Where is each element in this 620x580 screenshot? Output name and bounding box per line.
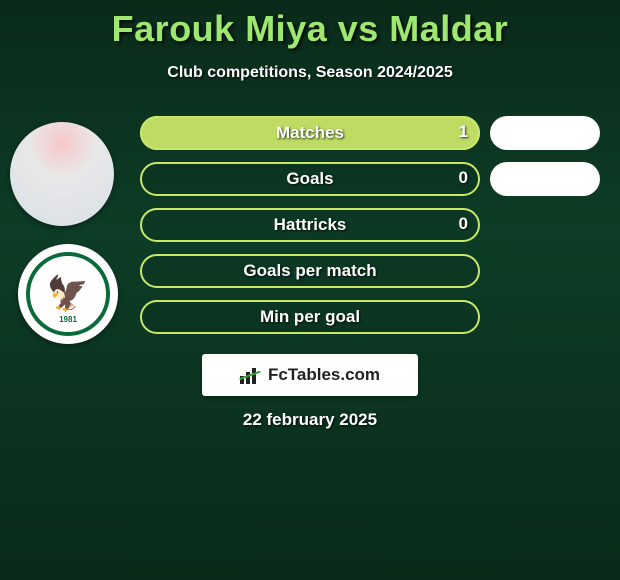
stat-label: Hattricks bbox=[274, 215, 347, 235]
stat-pill: Hattricks bbox=[140, 208, 480, 242]
stat-row: Min per goal bbox=[0, 294, 620, 340]
stat-row: Hattricks 0 bbox=[0, 202, 620, 248]
stat-row: Matches 1 bbox=[0, 110, 620, 156]
comparison-chart: Matches 1 Goals 0 Hattricks 0 Goals per match M… bbox=[0, 110, 620, 340]
brand-icon bbox=[240, 366, 262, 384]
stat-pill: Goals bbox=[140, 162, 480, 196]
stat-row: Goals 0 bbox=[0, 156, 620, 202]
brand-box: FcTables.com bbox=[202, 354, 418, 396]
stat-right-pill bbox=[490, 162, 600, 196]
footer-date: 22 february 2025 bbox=[0, 410, 620, 430]
stat-value-left: 0 bbox=[459, 214, 468, 234]
stat-pill: Matches bbox=[140, 116, 480, 150]
stat-right-pill bbox=[490, 116, 600, 150]
stat-pill: Goals per match bbox=[140, 254, 480, 288]
stat-label: Goals per match bbox=[243, 261, 376, 281]
stat-label: Goals bbox=[286, 169, 333, 189]
stat-value-left: 1 bbox=[459, 122, 468, 142]
stat-label: Matches bbox=[276, 123, 344, 143]
stat-pill: Min per goal bbox=[140, 300, 480, 334]
page-subtitle: Club competitions, Season 2024/2025 bbox=[0, 64, 620, 82]
stat-label: Min per goal bbox=[260, 307, 360, 327]
stat-row: Goals per match bbox=[0, 248, 620, 294]
stat-value-left: 0 bbox=[459, 168, 468, 188]
page-title: Farouk Miya vs Maldar bbox=[0, 0, 620, 50]
brand-text: FcTables.com bbox=[268, 365, 380, 385]
